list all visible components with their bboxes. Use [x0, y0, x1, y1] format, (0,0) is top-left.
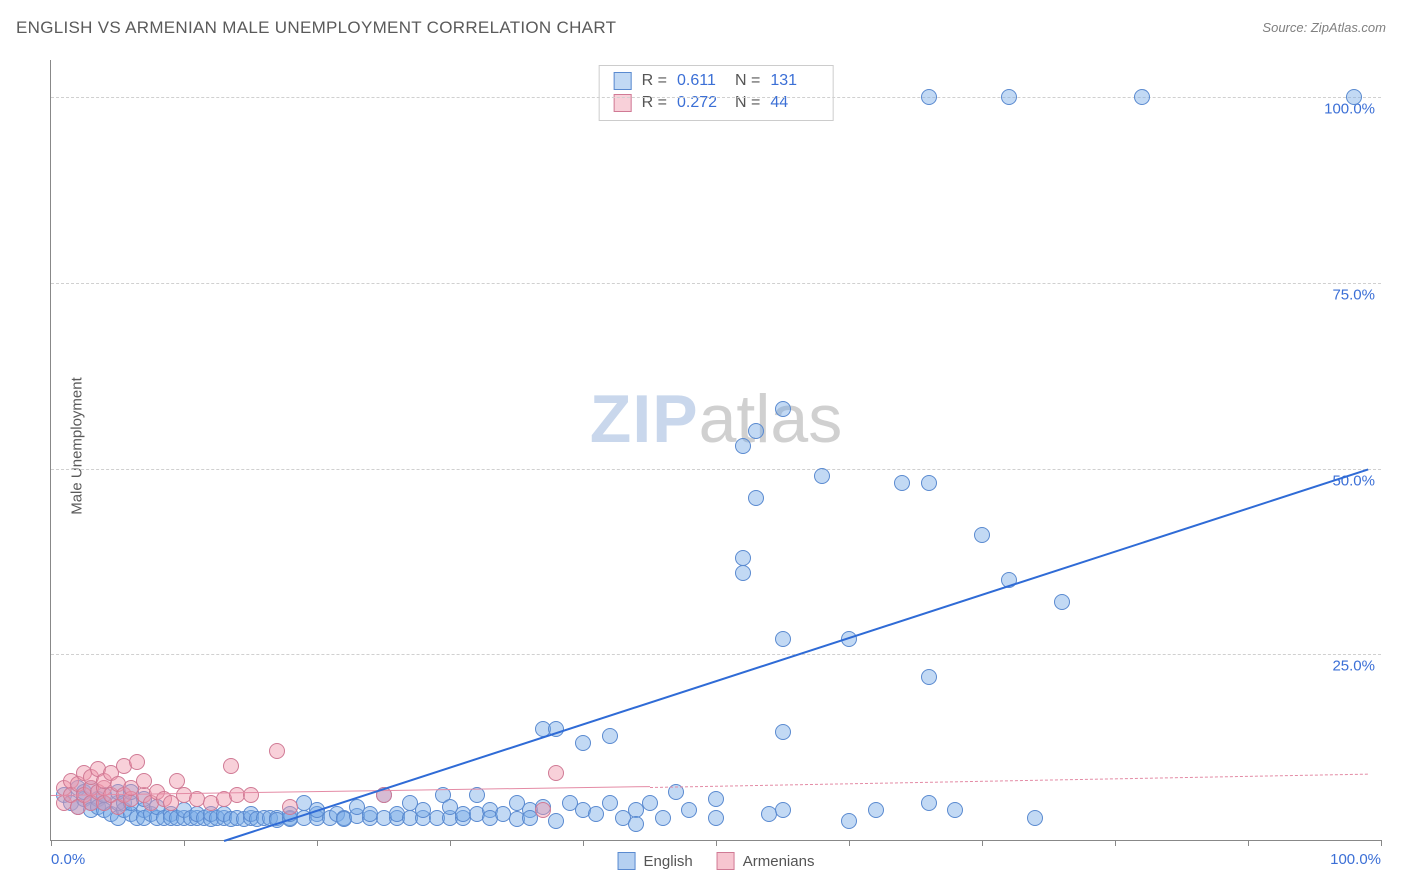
- source-value: ZipAtlas.com: [1311, 20, 1386, 35]
- data-point: [642, 795, 658, 811]
- trend-line-english: [224, 469, 1368, 842]
- series-legend: English Armenians: [618, 852, 815, 870]
- data-point: [129, 754, 145, 770]
- y-tick-label: 75.0%: [1332, 286, 1375, 303]
- legend-item-armenians: Armenians: [717, 852, 815, 870]
- x-axis-start-label: 0.0%: [51, 851, 85, 868]
- legend-item-english: English: [618, 852, 693, 870]
- data-point: [602, 728, 618, 744]
- data-point: [602, 795, 618, 811]
- x-tick: [1381, 840, 1382, 846]
- n-label: N =: [735, 72, 760, 90]
- stats-legend: R = 0.611 N = 131 R = 0.272 N = 44: [599, 65, 834, 121]
- legend-label-armenians: Armenians: [743, 853, 815, 870]
- x-tick: [450, 840, 451, 846]
- data-point: [775, 401, 791, 417]
- gridline: [51, 469, 1381, 470]
- data-point: [223, 758, 239, 774]
- data-point: [841, 813, 857, 829]
- data-point: [814, 468, 830, 484]
- x-tick: [583, 840, 584, 846]
- x-tick: [51, 840, 52, 846]
- x-tick: [184, 840, 185, 846]
- data-point: [588, 806, 604, 822]
- data-point: [1001, 89, 1017, 105]
- x-tick: [716, 840, 717, 846]
- data-point: [708, 810, 724, 826]
- y-tick-label: 25.0%: [1332, 658, 1375, 675]
- legend-swatch-armenians: [717, 852, 735, 870]
- watermark: ZIPatlas: [590, 380, 842, 458]
- data-point: [169, 773, 185, 789]
- data-point: [735, 438, 751, 454]
- data-point: [708, 791, 724, 807]
- x-tick: [1248, 840, 1249, 846]
- x-tick: [849, 840, 850, 846]
- data-point: [136, 773, 152, 789]
- data-point: [535, 802, 551, 818]
- watermark-part2: atlas: [699, 381, 843, 457]
- stats-row-english: R = 0.611 N = 131: [614, 70, 819, 92]
- data-point: [575, 735, 591, 751]
- x-tick: [982, 840, 983, 846]
- data-point: [921, 795, 937, 811]
- r-value-english: 0.611: [677, 72, 725, 90]
- x-tick: [317, 840, 318, 846]
- legend-swatch-english: [618, 852, 636, 870]
- data-point: [655, 810, 671, 826]
- data-point: [775, 631, 791, 647]
- gridline: [51, 283, 1381, 284]
- x-axis-end-label: 100.0%: [1330, 851, 1381, 868]
- data-point: [921, 475, 937, 491]
- data-point: [1346, 89, 1362, 105]
- data-point: [974, 527, 990, 543]
- trend-line-armenians-ext: [649, 773, 1367, 787]
- gridline: [51, 97, 1381, 98]
- data-point: [748, 490, 764, 506]
- swatch-english: [614, 72, 632, 90]
- chart-title: ENGLISH VS ARMENIAN MALE UNEMPLOYMENT CO…: [16, 18, 616, 38]
- data-point: [921, 89, 937, 105]
- r-label: R =: [642, 72, 667, 90]
- data-point: [775, 802, 791, 818]
- n-value-english: 131: [770, 72, 818, 90]
- data-point: [748, 423, 764, 439]
- data-point: [921, 669, 937, 685]
- stats-row-armenians: R = 0.272 N = 44: [614, 92, 819, 114]
- data-point: [735, 550, 751, 566]
- data-point: [868, 802, 884, 818]
- data-point: [628, 816, 644, 832]
- data-point: [548, 813, 564, 829]
- data-point: [548, 765, 564, 781]
- data-point: [1054, 594, 1070, 610]
- data-point: [775, 724, 791, 740]
- source-label: Source:: [1262, 20, 1307, 35]
- legend-label-english: English: [644, 853, 693, 870]
- data-point: [282, 799, 298, 815]
- data-point: [947, 802, 963, 818]
- source-attribution: Source: ZipAtlas.com: [1262, 20, 1386, 35]
- data-point: [243, 787, 259, 803]
- data-point: [1134, 89, 1150, 105]
- data-point: [735, 565, 751, 581]
- x-tick: [1115, 840, 1116, 846]
- data-point: [1027, 810, 1043, 826]
- data-point: [894, 475, 910, 491]
- data-point: [681, 802, 697, 818]
- scatter-plot: ZIPatlas R = 0.611 N = 131 R = 0.272 N =…: [50, 60, 1381, 841]
- watermark-part1: ZIP: [590, 381, 699, 457]
- gridline: [51, 654, 1381, 655]
- data-point: [269, 743, 285, 759]
- data-point: [469, 787, 485, 803]
